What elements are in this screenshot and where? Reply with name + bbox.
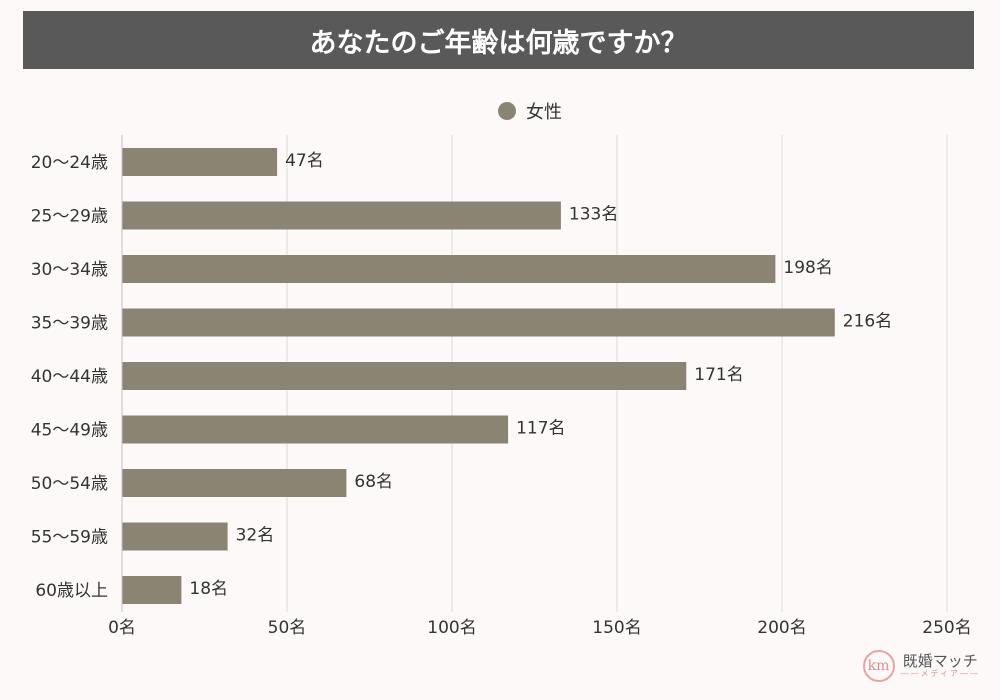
logo-name: 既婚マッチ bbox=[902, 652, 978, 671]
logo-mark: km bbox=[862, 650, 895, 682]
x-tick-label: 0名 bbox=[108, 618, 136, 638]
chart-title: あなたのご年齢は何歳ですか？ bbox=[23, 11, 974, 69]
brand-logo: km 既婚マッチ ――メディア―― bbox=[862, 650, 980, 682]
y-tick-label: 35〜39歳 bbox=[31, 314, 108, 334]
bar bbox=[122, 576, 182, 604]
y-tick-label: 30〜34歳 bbox=[31, 260, 108, 280]
legend-marker bbox=[498, 102, 516, 120]
data-label: 18名 bbox=[189, 579, 228, 599]
x-tick-label: 50名 bbox=[268, 618, 307, 638]
x-tick-label: 100名 bbox=[427, 618, 476, 638]
x-tick-label: 150名 bbox=[592, 618, 641, 638]
bar bbox=[122, 469, 347, 497]
legend-label: 女性 bbox=[526, 102, 562, 123]
data-label: 216名 bbox=[843, 312, 892, 332]
chart-legend: 女性 bbox=[0, 98, 1000, 124]
logo-subtitle: ――メディア―― bbox=[900, 668, 980, 678]
bar bbox=[122, 255, 776, 283]
y-tick-label: 45〜49歳 bbox=[31, 421, 108, 441]
data-label: 198名 bbox=[783, 258, 832, 278]
y-tick-label: 50〜54歳 bbox=[31, 474, 108, 494]
y-tick-label: 25〜29歳 bbox=[31, 207, 108, 227]
bar bbox=[122, 362, 687, 390]
bar bbox=[122, 148, 278, 176]
x-tick-label: 200名 bbox=[757, 618, 806, 638]
data-label: 32名 bbox=[236, 526, 275, 546]
bar bbox=[122, 308, 835, 337]
y-tick-label: 40〜44歳 bbox=[31, 367, 108, 387]
y-tick-label: 60歳以上 bbox=[35, 581, 108, 601]
x-tick-label: 250名 bbox=[922, 618, 971, 638]
bar bbox=[122, 415, 509, 444]
data-label: 68名 bbox=[354, 472, 393, 492]
y-tick-label: 55〜59歳 bbox=[31, 528, 108, 548]
y-tick-label: 20〜24歳 bbox=[31, 153, 108, 173]
bar bbox=[122, 522, 228, 551]
data-label: 133名 bbox=[569, 205, 618, 225]
data-label: 117名 bbox=[516, 419, 565, 439]
data-label: 47名 bbox=[285, 151, 324, 171]
bar bbox=[122, 201, 561, 230]
data-label: 171名 bbox=[694, 365, 743, 385]
